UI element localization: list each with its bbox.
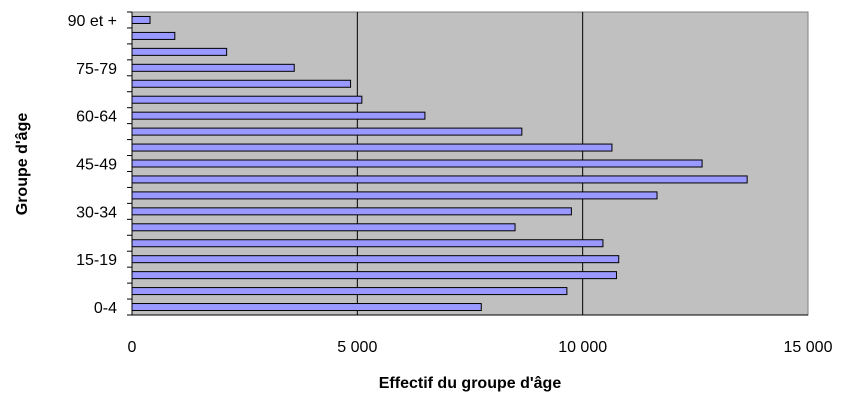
y-axis-title: Groupe d'âge xyxy=(14,113,31,216)
bar-15-19 xyxy=(131,255,620,264)
y-tick-marks xyxy=(127,11,132,316)
y-tick-label: 15-19 xyxy=(76,252,117,269)
y-tick-label: 0-4 xyxy=(94,300,117,317)
bar-20-24 xyxy=(131,239,604,248)
bar-85-89 xyxy=(131,31,176,40)
y-tick-labels: 0-4 15-19 30-34 45-49 60-64 75-79 90 et + xyxy=(68,13,117,317)
bar-60-64 xyxy=(131,111,426,120)
bar-55-59 xyxy=(131,127,523,136)
bar-50-54 xyxy=(131,143,613,152)
bar-10-14 xyxy=(131,271,617,280)
bar-75-79 xyxy=(131,63,295,72)
bar-70-74 xyxy=(131,79,352,88)
y-tick-label: 30-34 xyxy=(76,204,117,221)
x-tick-label: 0 xyxy=(128,339,137,356)
bar-25-29 xyxy=(131,223,516,232)
x-tick-label: 5 000 xyxy=(337,339,377,356)
y-tick-label: 90 et + xyxy=(68,13,117,30)
bar-35-39 xyxy=(131,191,658,200)
bar-80-84 xyxy=(131,47,228,56)
y-tick-label: 60-64 xyxy=(76,109,117,126)
bar-45-49 xyxy=(131,159,703,168)
bars xyxy=(131,15,748,312)
bar-0-4 xyxy=(131,303,482,312)
bar-5-9 xyxy=(131,287,568,296)
bar-30-34 xyxy=(131,207,572,216)
x-tick-label: 15 000 xyxy=(784,339,833,356)
x-axis-title: Effectif du groupe d'âge xyxy=(379,375,562,392)
y-tick-label: 75-79 xyxy=(76,61,117,78)
x-tick-label: 10 000 xyxy=(558,339,607,356)
y-tick-label: 45-49 xyxy=(76,157,117,174)
bar-40-44 xyxy=(131,175,748,184)
bar-65-69 xyxy=(131,95,363,104)
bar-90-et-plus xyxy=(131,15,151,24)
x-tick-labels: 0 5 000 10 000 15 000 xyxy=(128,339,833,356)
